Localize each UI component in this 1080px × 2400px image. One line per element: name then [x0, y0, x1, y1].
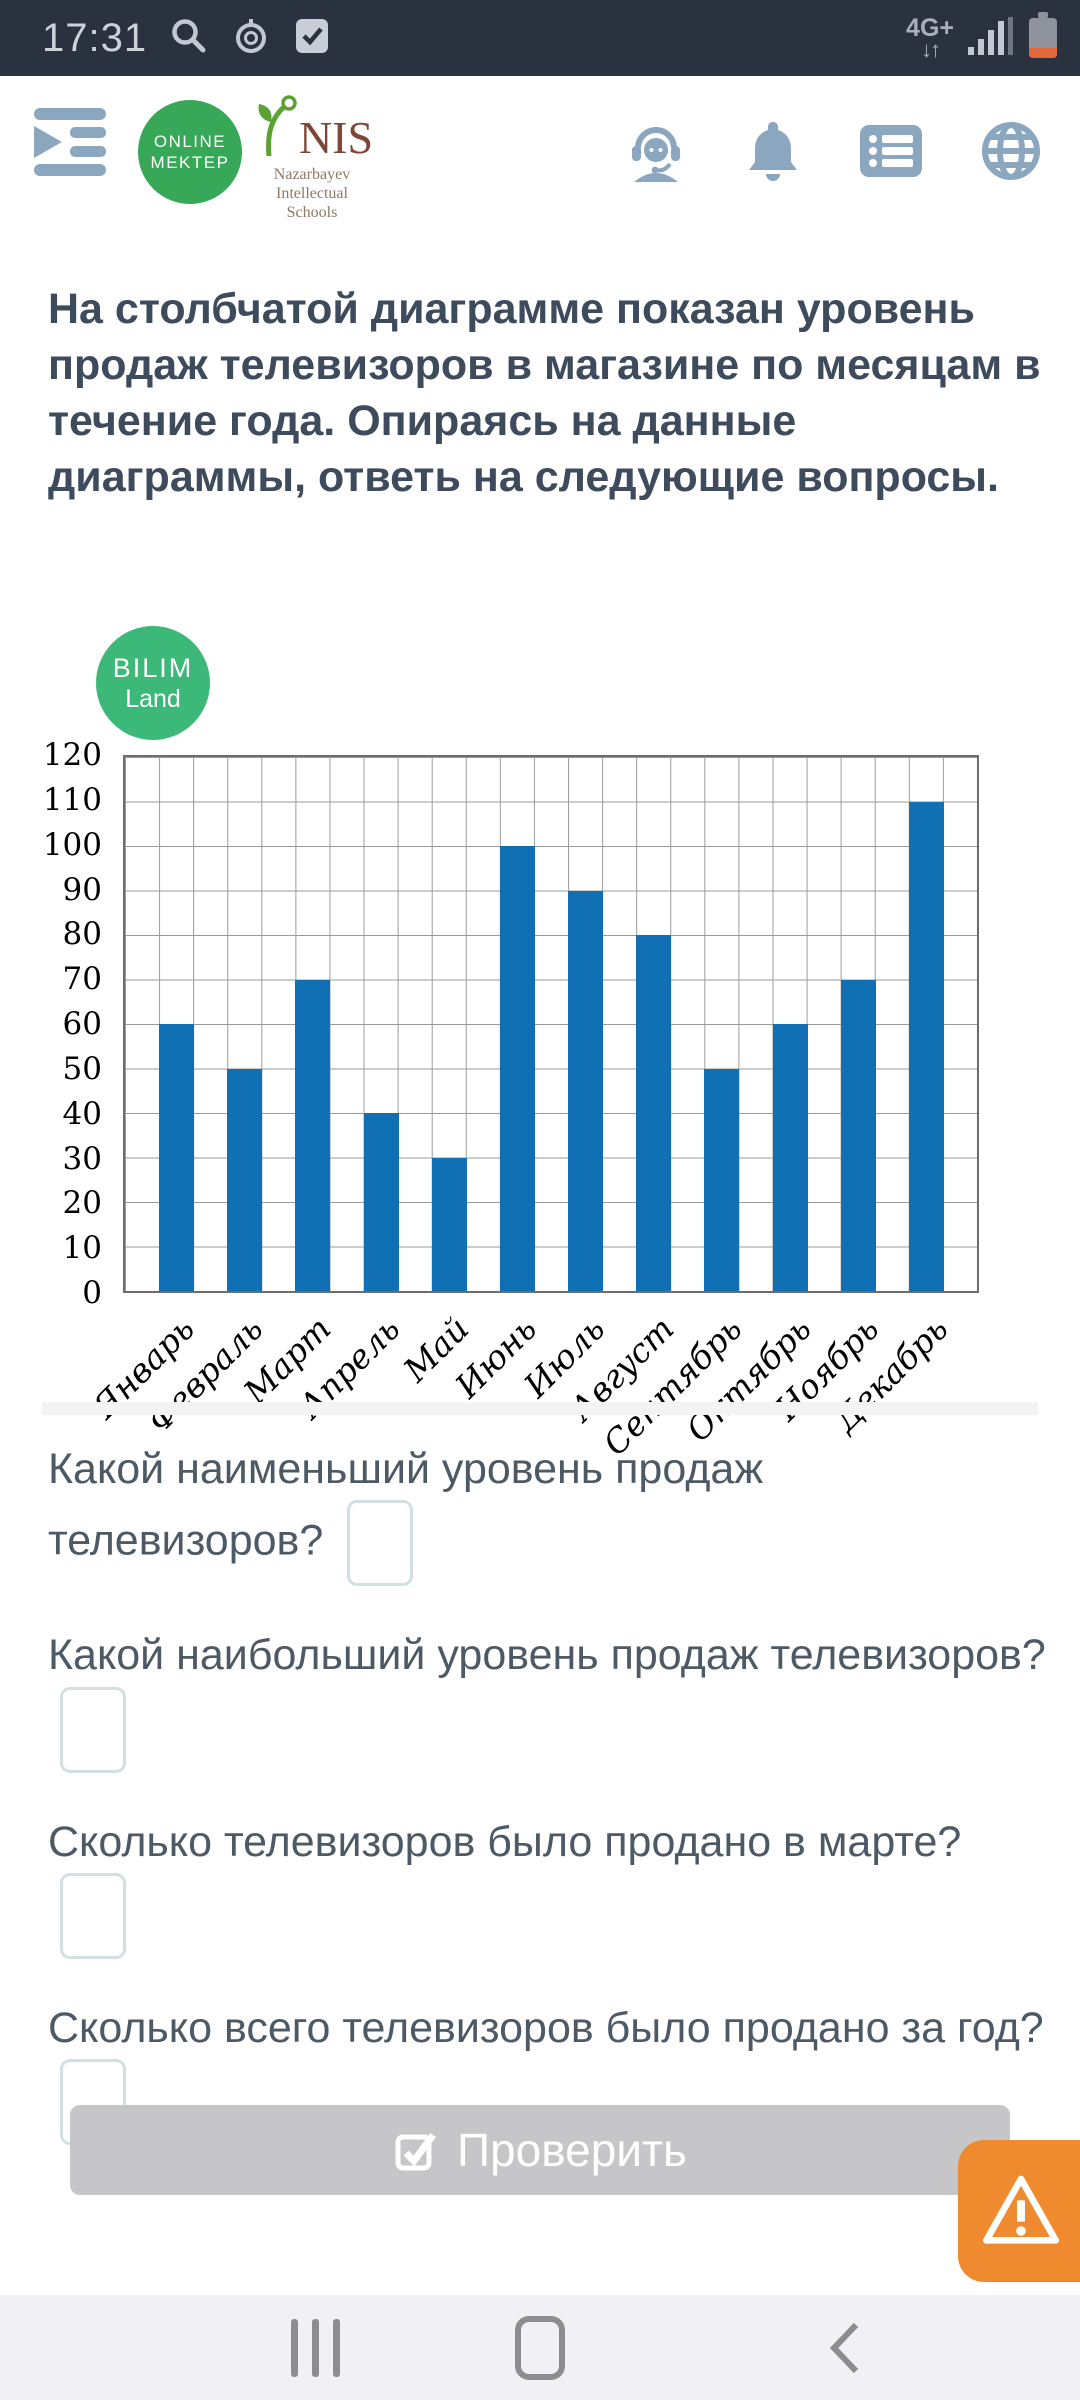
bar-chart: [123, 755, 979, 1293]
recents-icon: [290, 2318, 340, 2377]
question-2: Какой наибольший уровень продаж телевизо…: [48, 1624, 1048, 1773]
status-bar: 17:31 4G+ ↓↑: [0, 0, 1080, 76]
answer-input[interactable]: [60, 1873, 126, 1960]
bar-Декабрь: [908, 801, 944, 1291]
y-tick-label: 70: [62, 961, 102, 998]
bar-Август: [636, 935, 672, 1291]
back-icon: [828, 2320, 862, 2376]
bar-Ноябрь: [840, 979, 876, 1291]
status-bar-left: 17:31: [0, 16, 331, 61]
network-arrows-icon: ↓↑: [921, 36, 941, 62]
bar-Июнь: [499, 846, 535, 1291]
report-problem-button[interactable]: [958, 2140, 1080, 2282]
bar-Апрель: [363, 1113, 399, 1291]
warning-triangle-icon: [978, 2171, 1064, 2251]
battery-icon: [1028, 11, 1058, 65]
y-tick-label: 50: [62, 1050, 102, 1087]
y-tick-label: 40: [62, 1095, 102, 1132]
status-bar-right: 4G+ ↓↑: [906, 0, 1058, 76]
y-tick-label: 120: [42, 737, 102, 773]
bar-Май: [431, 1157, 467, 1291]
bell-icon[interactable]: [744, 120, 802, 187]
home-icon: [515, 2315, 565, 2380]
question-1: Какой наименьший уровень продаж телевизо…: [48, 1438, 1048, 1587]
recents-button[interactable]: [255, 2295, 375, 2400]
app-header: ONLINE MEKTEP NIS Nazarbayev Intellectua…: [0, 76, 1080, 234]
y-tick-label: 20: [62, 1185, 102, 1222]
header-actions: [624, 98, 1042, 208]
network-indicator: 4G+ ↓↑: [906, 13, 954, 62]
timer-icon: [231, 16, 271, 61]
question-text: Сколько всего телевизоров было продано з…: [48, 2004, 1044, 2053]
support-agent-icon[interactable]: [624, 120, 688, 187]
nis-abbr: NIS: [298, 112, 374, 163]
y-tick-label: 110: [42, 781, 102, 818]
bilim-land-logo: BILIM Land: [96, 626, 210, 740]
answer-input[interactable]: [60, 1686, 126, 1773]
bar-Сентябрь: [704, 1068, 740, 1291]
bar-Февраль: [227, 1068, 263, 1291]
y-tick-label: 10: [62, 1230, 102, 1267]
online-mektep-logo-line1: ONLINE: [153, 131, 227, 151]
y-tick-label: 100: [42, 826, 102, 863]
network-type-label: 4G+: [906, 13, 954, 42]
questions: Какой наименьший уровень продаж телевизо…: [48, 1438, 1048, 2183]
home-button[interactable]: [480, 2295, 600, 2400]
bar-Октябрь: [772, 1024, 808, 1291]
bar-Март: [295, 979, 331, 1291]
check-button-label: Проверить: [456, 2124, 688, 2176]
chart-y-axis: 120 110 100 90 80 70 60 50 40 30 20 10 0: [0, 737, 112, 1311]
y-tick-label: 90: [62, 871, 102, 908]
online-mektep-logo-line2: MEKTEP: [150, 153, 230, 172]
back-button[interactable]: [785, 2295, 905, 2400]
list-icon[interactable]: [858, 123, 924, 184]
question-3: Сколько телевизоров было продано в марте…: [48, 1811, 1048, 1960]
signal-icon: [968, 15, 1014, 62]
nis-sub-line1: Nazarbayev: [273, 166, 351, 183]
checkbox-icon: [293, 17, 331, 60]
y-tick-label: 60: [62, 1006, 102, 1042]
bilim-logo-line1: BILIM: [112, 652, 194, 683]
nis-sub-line2: Intellectual: [276, 185, 348, 203]
section-divider: [42, 1402, 1038, 1415]
search-icon: [169, 16, 209, 61]
bilim-logo-line2: Land: [125, 685, 181, 714]
check-square-icon: [393, 2126, 441, 2174]
clock-time: 17:31: [42, 15, 148, 60]
task-description: На столбчатой диаграмме показан уровень …: [48, 285, 1041, 501]
question-text: Какой наибольший уровень продаж телевизо…: [48, 1631, 1046, 1680]
chart-bars: [125, 757, 977, 1291]
nis-logo: NIS Nazarbayev Intellectual Schools: [251, 94, 374, 223]
check-button[interactable]: Проверить: [70, 2105, 1010, 2195]
sidebar-menu-button[interactable]: [28, 100, 112, 189]
y-tick-label: 80: [62, 916, 102, 953]
y-tick-label: 0: [82, 1275, 102, 1311]
question-text: Какой наименьший уровень продаж телевизо…: [48, 1445, 764, 1565]
answer-input[interactable]: [347, 1500, 414, 1587]
globe-icon[interactable]: [980, 120, 1042, 187]
nis-sub-line3: Schools: [286, 204, 338, 222]
bar-Январь: [159, 1024, 195, 1291]
question-text: Сколько телевизоров было продано в марте…: [48, 1817, 962, 1866]
y-tick-label: 30: [62, 1140, 102, 1177]
bar-Июль: [568, 890, 604, 1291]
online-mektep-logo[interactable]: ONLINE MEKTEP: [138, 100, 242, 204]
nis-tree-icon: [251, 94, 297, 161]
android-nav-bar: [0, 2295, 1080, 2400]
